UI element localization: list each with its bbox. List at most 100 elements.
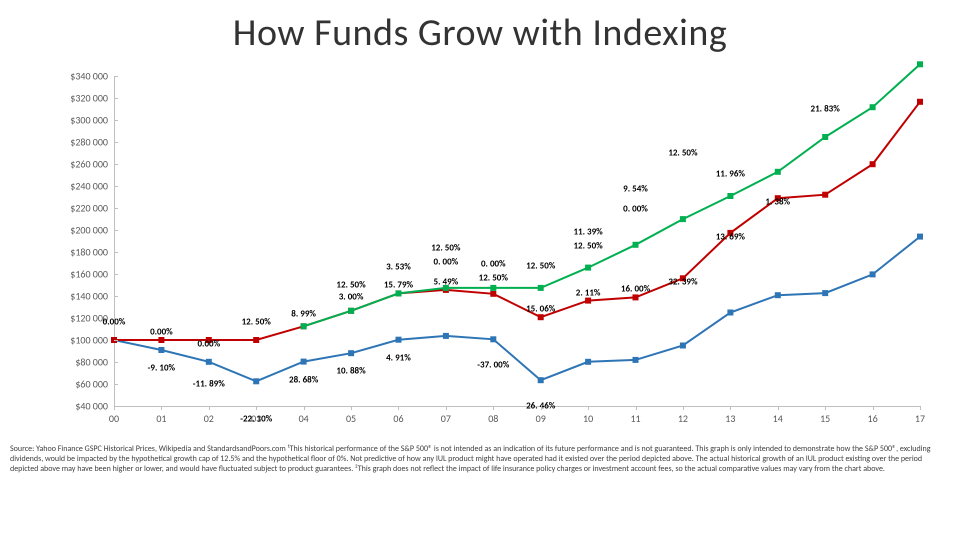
marker-blue: [538, 377, 544, 383]
marker-green: [917, 61, 923, 67]
y-tick-mark: [114, 318, 118, 319]
y-tick-mark: [114, 120, 118, 121]
marker-red: [870, 161, 876, 167]
x-tick-label: 05: [346, 412, 356, 425]
data-label: 4. 91%: [386, 352, 411, 363]
marker-blue: [870, 271, 876, 277]
chart-svg: [114, 76, 920, 406]
marker-blue: [822, 290, 828, 296]
y-tick-label: $280 000: [70, 136, 108, 149]
x-tick-label: 15: [820, 412, 830, 425]
data-label: 1. 38%: [765, 197, 790, 208]
data-label: 13. 69%: [716, 231, 745, 242]
y-tick-label: $260 000: [70, 158, 108, 171]
marker-blue: [253, 378, 259, 384]
x-tick-label: 04: [299, 412, 309, 425]
marker-red: [917, 99, 923, 105]
data-label: 8. 99%: [291, 309, 316, 320]
y-tick-mark: [114, 142, 118, 143]
y-tick-label: $320 000: [70, 92, 108, 105]
marker-green: [585, 265, 591, 271]
x-tick-mark: [446, 406, 447, 410]
series-line-blue: [114, 237, 920, 382]
data-label: -9. 10%: [148, 363, 175, 374]
y-tick-mark: [114, 384, 118, 385]
marker-green: [870, 104, 876, 110]
y-tick-mark: [114, 208, 118, 209]
marker-red: [253, 337, 259, 343]
marker-green: [727, 193, 733, 199]
marker-blue: [727, 310, 733, 316]
y-tick-mark: [114, 98, 118, 99]
x-tick-mark: [209, 406, 210, 410]
data-label: 0. 00%: [434, 256, 459, 267]
data-label: 11. 96%: [716, 169, 745, 180]
marker-green: [538, 285, 544, 291]
y-tick-label: $200 000: [70, 224, 108, 237]
marker-green: [822, 134, 828, 140]
y-tick-mark: [114, 252, 118, 253]
x-tick-label: 16: [868, 412, 878, 425]
y-tick-label: $160 000: [70, 268, 108, 281]
y-tick-mark: [114, 340, 118, 341]
y-tick-label: $340 000: [70, 70, 108, 83]
x-tick-mark: [778, 406, 779, 410]
growth-chart: $40 000$60 000$80 000$100 000$120 000$14…: [40, 76, 920, 436]
data-label: 12. 50%: [668, 148, 697, 159]
data-label: 0. 00%: [481, 258, 506, 269]
data-label: -37. 00%: [477, 360, 509, 371]
x-tick-label: 06: [393, 412, 403, 425]
marker-red: [822, 192, 828, 198]
data-label: 12. 50%: [242, 317, 271, 328]
data-label: 0.00%: [150, 327, 173, 338]
marker-blue: [680, 343, 686, 349]
marker-green: [490, 285, 496, 291]
x-tick-label: 17: [915, 412, 925, 425]
x-tick-label: 00: [109, 412, 119, 425]
x-tick-label: 03: [251, 412, 261, 425]
data-label: 3. 53%: [386, 262, 411, 273]
series-line-red: [114, 102, 920, 340]
data-label: 15. 06%: [526, 304, 555, 315]
marker-blue: [443, 333, 449, 339]
data-label: 0. 00%: [623, 203, 648, 214]
marker-blue: [206, 359, 212, 365]
plot-area: 0.00%0.00%0.00%-9. 10%-11. 89%-22. 10%12…: [114, 76, 920, 406]
data-label: 32. 39%: [668, 277, 697, 288]
data-label: 16. 00%: [621, 284, 650, 295]
y-tick-label: $60 000: [75, 378, 108, 391]
data-label: 12. 50%: [573, 240, 602, 251]
x-tick-mark: [683, 406, 684, 410]
marker-green: [348, 308, 354, 314]
data-label: 10. 88%: [336, 366, 365, 377]
y-tick-mark: [114, 164, 118, 165]
x-tick-mark: [256, 406, 257, 410]
x-tick-label: 13: [725, 412, 735, 425]
data-label: 12. 50%: [336, 279, 365, 290]
y-tick-mark: [114, 406, 118, 407]
y-tick-label: $180 000: [70, 246, 108, 259]
data-label: 15. 79%: [384, 280, 413, 291]
y-tick-label: $100 000: [70, 334, 108, 347]
data-label: 5. 49%: [434, 276, 459, 287]
data-label: 12. 50%: [479, 272, 508, 283]
x-tick-mark: [636, 406, 637, 410]
x-tick-mark: [588, 406, 589, 410]
x-tick-mark: [161, 406, 162, 410]
marker-red: [158, 337, 164, 343]
data-label: -11. 89%: [193, 378, 225, 389]
y-tick-mark: [114, 274, 118, 275]
marker-green: [396, 290, 402, 296]
data-label: 0.00%: [197, 338, 220, 349]
x-tick-mark: [541, 406, 542, 410]
y-tick-label: $80 000: [75, 356, 108, 369]
page-title: How Funds Grow with Indexing: [0, 10, 960, 56]
x-tick-label: 14: [773, 412, 783, 425]
marker-green: [301, 323, 307, 329]
data-label: 3. 00%: [339, 291, 364, 302]
y-tick-mark: [114, 76, 118, 77]
y-tick-label: $40 000: [75, 400, 108, 413]
y-tick-label: $140 000: [70, 290, 108, 303]
data-label: 12. 50%: [526, 260, 555, 271]
x-tick-label: 10: [583, 412, 593, 425]
